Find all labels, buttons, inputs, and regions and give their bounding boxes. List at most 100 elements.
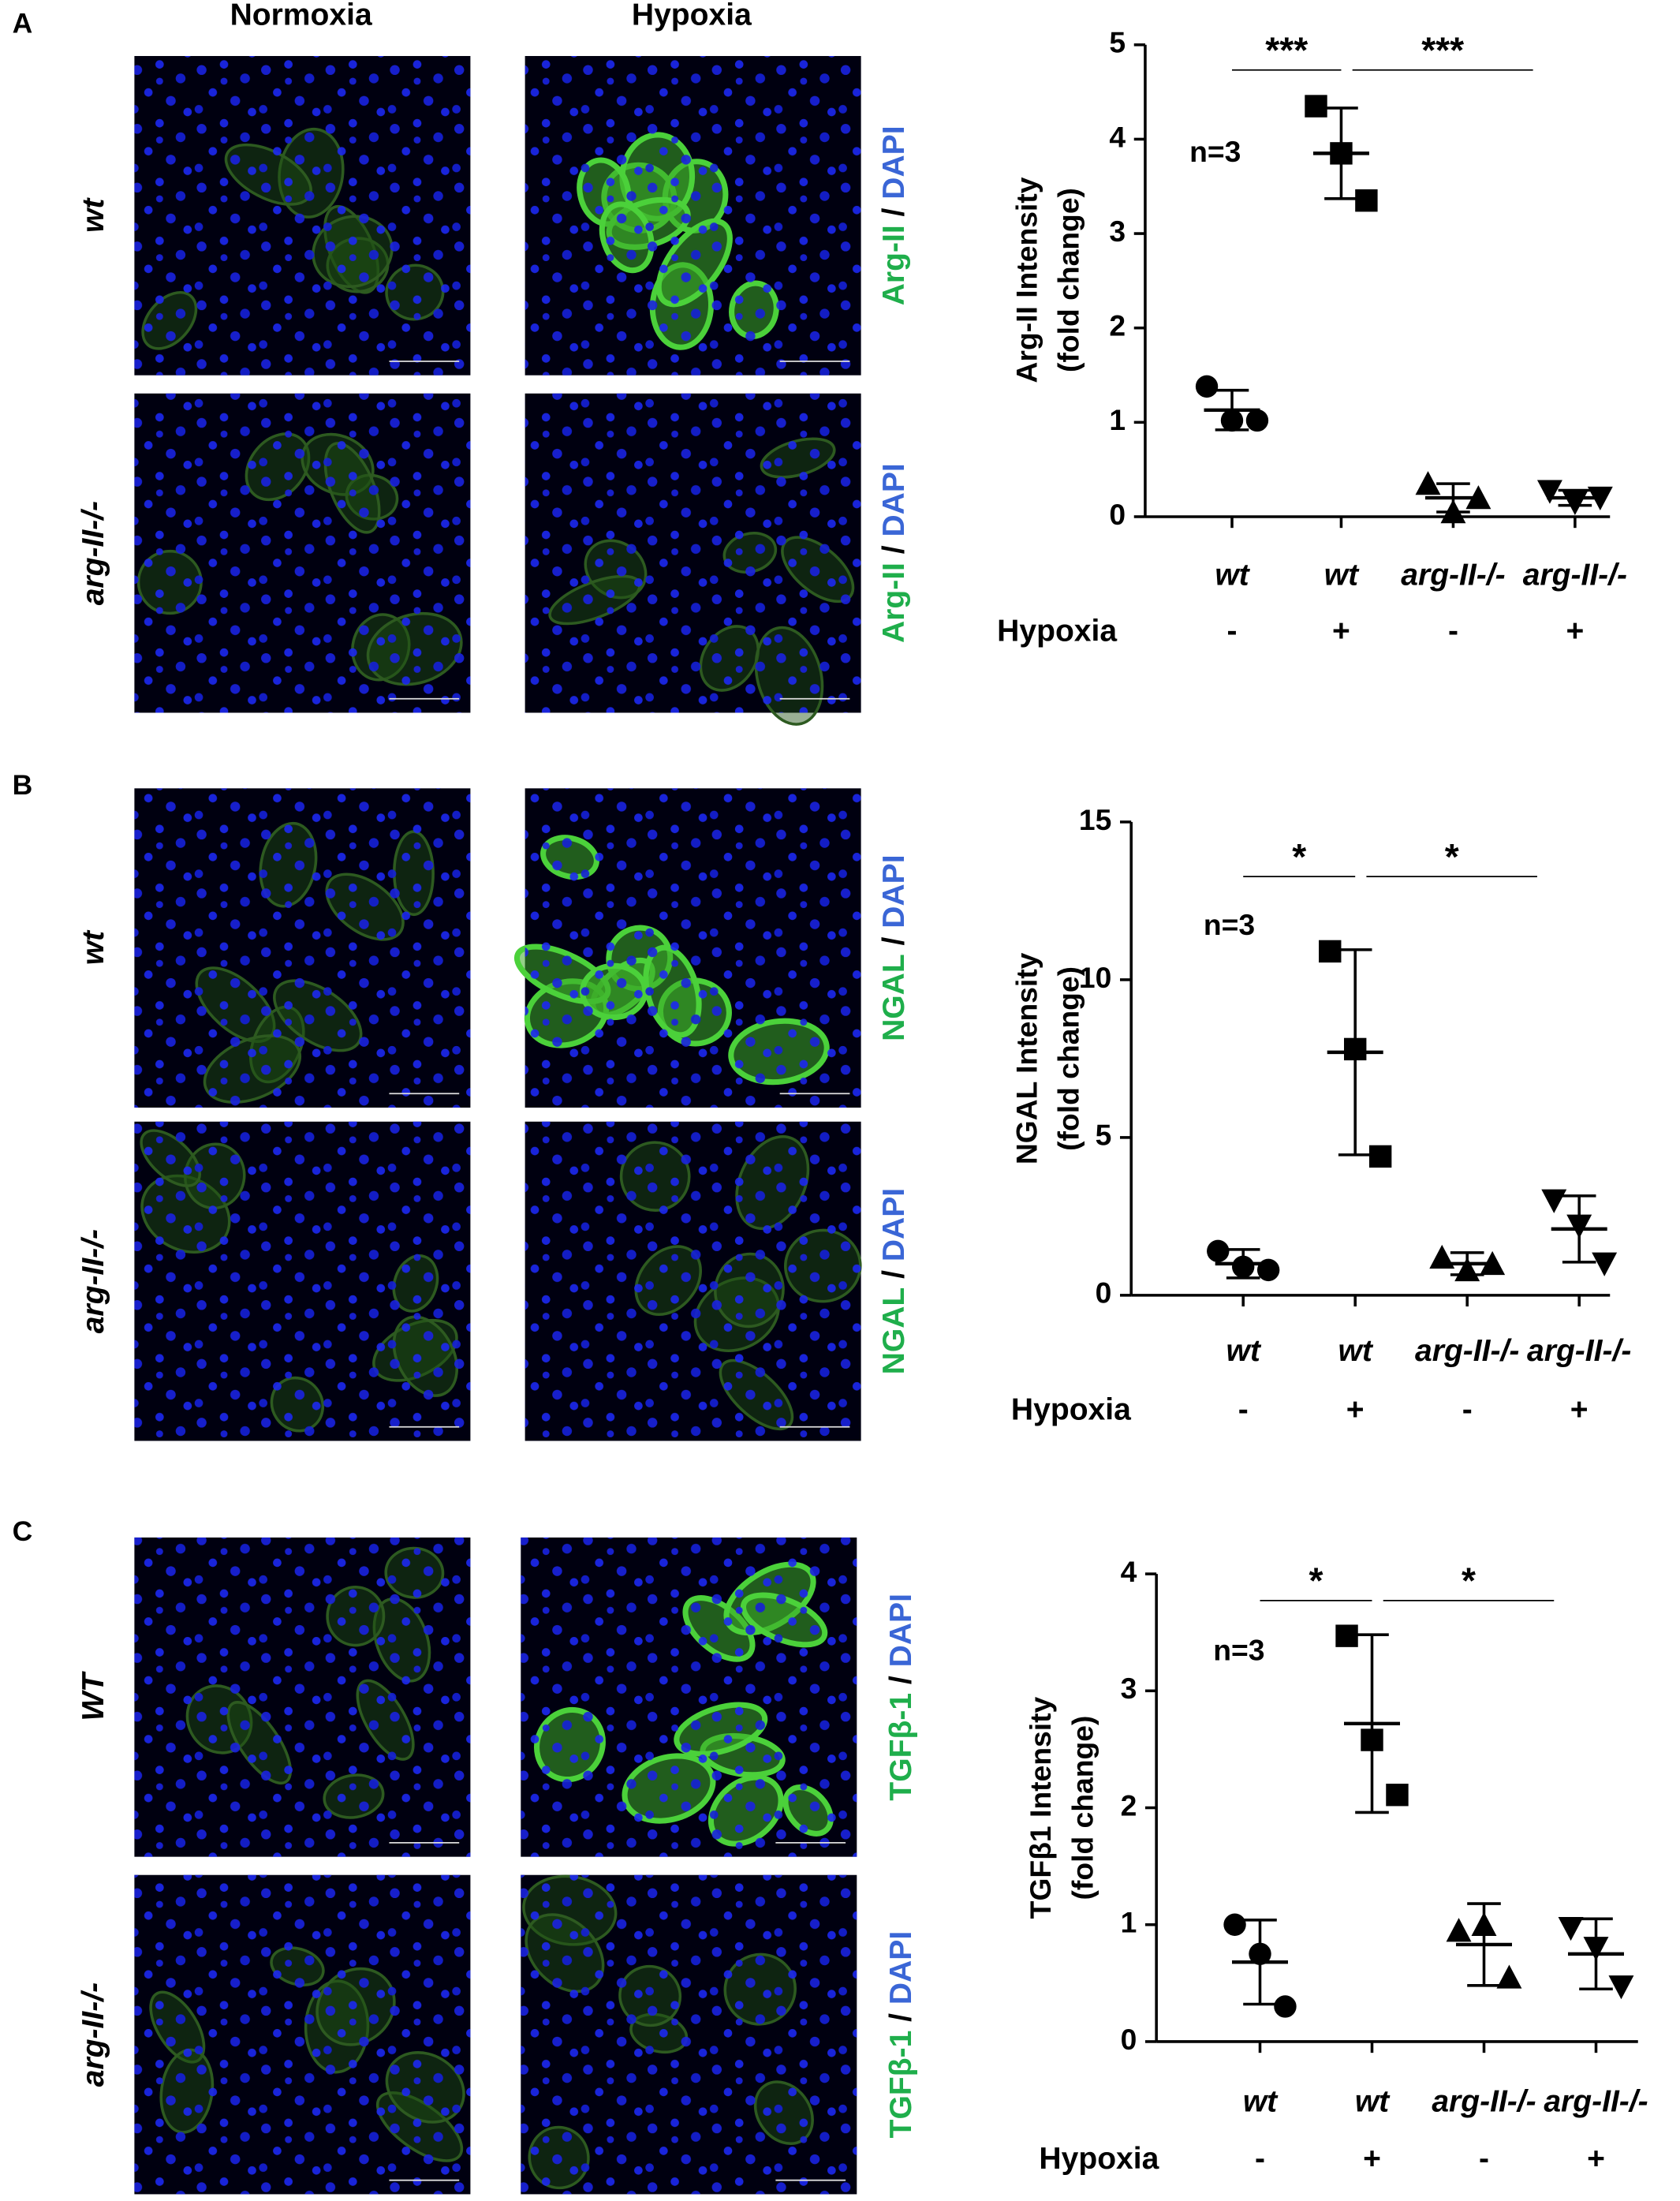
stain-part: Arg-II: [877, 225, 911, 305]
stain-part: NGAL: [877, 954, 911, 1041]
stain-part: DAPI: [877, 125, 911, 199]
data-point: [1446, 1918, 1472, 1942]
condition-label: +: [1587, 2142, 1605, 2176]
stain-label: Arg-II / DAPI: [877, 125, 911, 305]
annotation: n=3: [1213, 1633, 1264, 1666]
stain-part: NGAL: [877, 1287, 911, 1375]
y-tick-label: 0: [1096, 1276, 1112, 1310]
x-tick-label: wt: [1355, 2084, 1391, 2118]
y-tick-label: 5: [1109, 26, 1126, 59]
error-bar: [1338, 948, 1372, 1157]
micrograph-tissue: [525, 1121, 862, 1441]
data-point: [1558, 1916, 1584, 1941]
x-tick-label: arg-II-/-: [1527, 1334, 1631, 1368]
y-axis-label: Arg-II Intensity: [1010, 177, 1043, 383]
stain-label: NGAL / DAPI: [877, 1188, 911, 1375]
data-point: [1335, 1624, 1358, 1647]
row-label: wt: [77, 197, 110, 233]
error-bar: [1324, 106, 1358, 200]
data-point: [1496, 1964, 1522, 1989]
error-bar: [1450, 1251, 1484, 1276]
micrograph-tissue: [513, 788, 861, 1108]
micrograph-tissue: [134, 1537, 471, 1857]
error-bar: [1226, 1248, 1260, 1280]
error-bar: [1558, 488, 1592, 507]
y-axis-label: (fold change): [1052, 966, 1085, 1151]
stain-part: DAPI: [877, 854, 911, 928]
nuclei: [134, 1537, 471, 1857]
stain-part: /: [877, 545, 911, 554]
row-label: WT: [77, 1671, 110, 1721]
micrograph-tissue: [521, 1874, 857, 2195]
condition-label: +: [1570, 1393, 1589, 1427]
data-point: [1195, 375, 1219, 398]
row-label: arg-II-/-: [77, 1982, 110, 2087]
row-label: Hypoxia: [1039, 2142, 1159, 2176]
condition-label: +: [1332, 615, 1350, 648]
data-point: [1608, 1975, 1634, 2000]
data-point: [1536, 480, 1562, 504]
x-tick-label: arg-II-/-: [1523, 559, 1627, 592]
panel-letter: B: [13, 769, 33, 801]
condition-label: -: [1479, 2142, 1489, 2176]
y-tick-label: 3: [1109, 215, 1126, 248]
nuclei: [525, 393, 861, 713]
nuclei: [134, 788, 471, 1108]
stain-part: /: [877, 1270, 911, 1279]
micrograph-tissue: [525, 56, 861, 376]
nuclei: [525, 1121, 861, 1441]
error-bar: [1243, 1919, 1277, 2006]
condition-label: -: [1462, 1393, 1473, 1427]
significance-label: *: [1462, 1560, 1476, 1601]
y-axis-label: (fold change): [1052, 188, 1085, 372]
data-point: [1245, 409, 1269, 432]
nuclei: [134, 1121, 471, 1441]
y-tick-label: 1: [1121, 1906, 1137, 1939]
micrograph-tissue: [134, 56, 471, 376]
significance-label: *: [1309, 1560, 1323, 1601]
error-bar: [1579, 1917, 1613, 1991]
stain-part: DAPI: [884, 1931, 918, 2005]
data-point: [1355, 189, 1378, 212]
x-tick-label: arg-II-/-: [1401, 559, 1505, 592]
stain-part: TGFβ-1: [884, 2031, 918, 2139]
nuclei: [525, 788, 861, 1108]
column-header: Hypoxia: [632, 0, 752, 32]
nuclei: [134, 393, 471, 713]
y-axis-label: (fold change): [1066, 1716, 1099, 1900]
condition-label: -: [1255, 2142, 1265, 2176]
figure-body: Normoxia Hypoxia Awt Arg-II / DAPI arg-II-/-…: [13, 0, 1648, 2195]
micrograph-tissue: [521, 1537, 857, 1857]
data-point: [1368, 1145, 1392, 1168]
significance-label: ***: [1421, 30, 1464, 71]
condition-label: -: [1226, 615, 1237, 648]
data-point: [1541, 1189, 1567, 1213]
x-tick-label: wt: [1243, 2084, 1279, 2118]
annotation: n=3: [1204, 908, 1255, 941]
micrograph-tissue: [134, 788, 471, 1108]
nuclei: [521, 1874, 857, 2195]
error-bar: [1562, 1194, 1596, 1264]
stain-label: NGAL / DAPI: [877, 854, 911, 1041]
data-point: [1319, 940, 1342, 963]
x-tick-label: arg-II-/-: [1544, 2084, 1648, 2118]
x-tick-label: wt: [1338, 1334, 1374, 1368]
x-tick-label: arg-II-/-: [1415, 1334, 1519, 1368]
y-tick-label: 0: [1121, 2023, 1137, 2056]
significance-label: *: [1445, 836, 1459, 877]
panel-letter: C: [13, 1515, 33, 1547]
data-point: [1305, 95, 1327, 118]
error-bar: [1436, 482, 1470, 514]
y-axis-label: TGFβ1 Intensity: [1024, 1696, 1057, 1919]
stain-part: /: [884, 1676, 918, 1684]
x-tick-label: wt: [1215, 559, 1250, 592]
micrograph-tissue: [134, 1121, 471, 1441]
y-tick-label: 2: [1109, 309, 1126, 342]
y-tick-label: 2: [1121, 1788, 1137, 1822]
stain-part: DAPI: [877, 463, 911, 536]
y-tick-label: 15: [1079, 803, 1111, 836]
row-label: Hypoxia: [1011, 1393, 1131, 1427]
data-point: [1386, 1784, 1409, 1807]
condition-label: -: [1448, 615, 1458, 648]
row-label: wt: [77, 929, 110, 965]
